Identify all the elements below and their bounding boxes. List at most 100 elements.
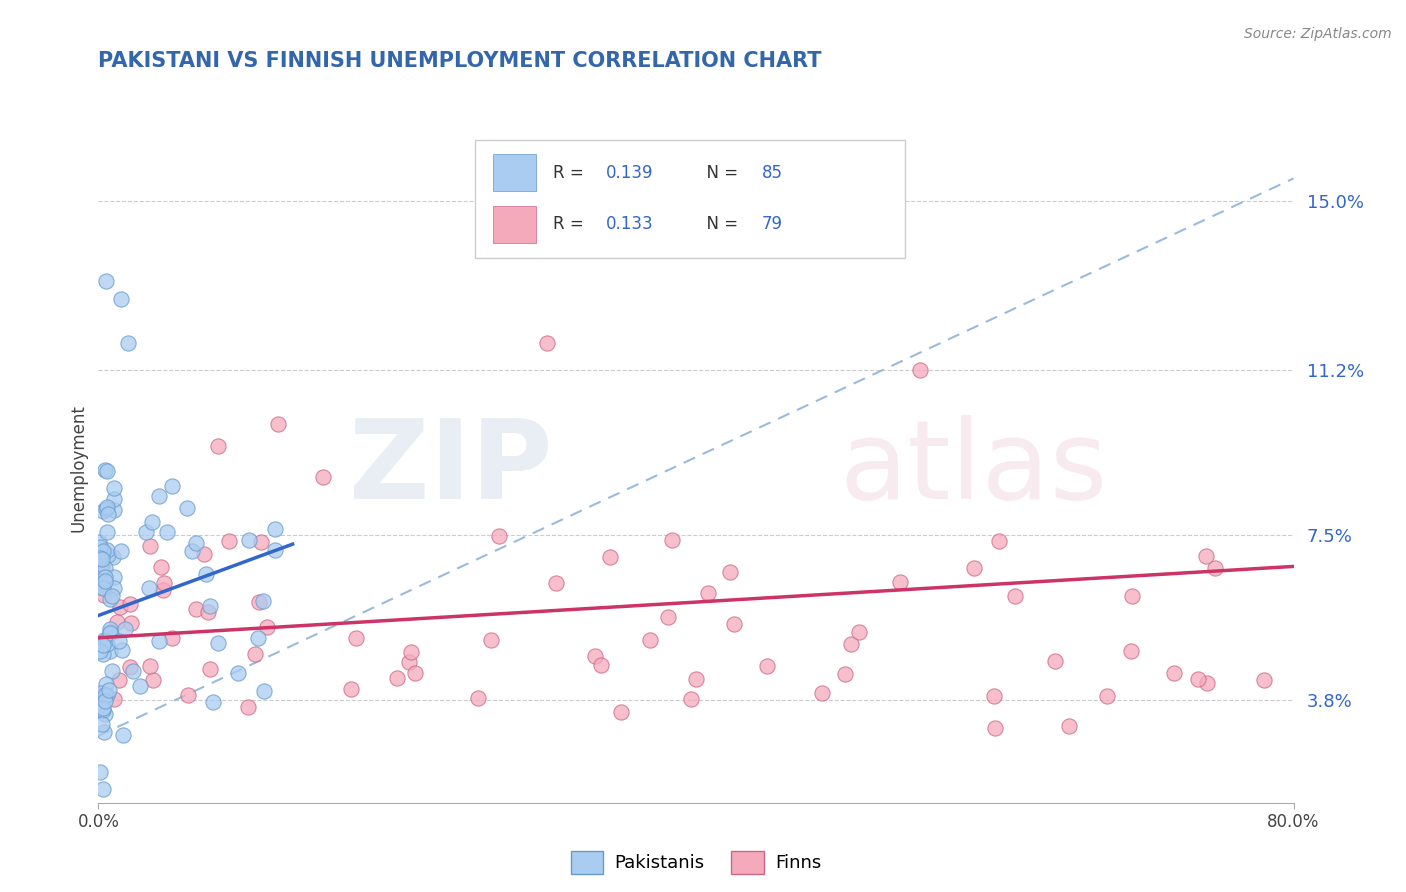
Point [479, 632, 502, 647]
Point [89, 764, 111, 779]
Point [1204, 561, 1226, 575]
Point [90, 688, 112, 702]
Point [120, 597, 142, 611]
Point [218, 534, 240, 549]
Point [91, 572, 114, 586]
Text: N =: N = [696, 215, 744, 233]
Point [638, 633, 661, 648]
Point [103, 481, 125, 495]
Point [89, 550, 111, 565]
Point [120, 615, 142, 630]
Point [98, 591, 121, 606]
Point [987, 533, 1010, 548]
Point [94, 689, 117, 703]
Point [243, 647, 266, 661]
Point [250, 535, 273, 549]
Point [236, 700, 259, 714]
FancyBboxPatch shape [475, 141, 905, 258]
Point [200, 662, 222, 676]
Point [385, 671, 409, 685]
Point [197, 605, 219, 619]
Point [90, 580, 112, 594]
Point [94, 462, 117, 476]
Point [963, 561, 986, 575]
Point [107, 615, 129, 630]
Point [101, 549, 124, 564]
Point [98, 683, 121, 698]
Point [148, 633, 170, 648]
Point [89, 541, 111, 555]
Point [96, 688, 118, 702]
Point [110, 292, 132, 306]
Point [93, 724, 115, 739]
Point [238, 533, 260, 547]
Point [311, 470, 333, 484]
Point [1195, 549, 1218, 564]
Point [141, 515, 163, 529]
Point [135, 524, 157, 539]
Point [152, 582, 174, 597]
Point [91, 503, 114, 517]
Point [108, 673, 131, 687]
Point [246, 632, 269, 646]
Point [661, 533, 683, 547]
Point [103, 491, 125, 506]
Point [138, 581, 160, 595]
Point [91, 581, 114, 595]
Text: 79: 79 [762, 215, 783, 233]
Point [150, 560, 173, 574]
Point [685, 673, 707, 687]
Point [94, 274, 117, 288]
Point [101, 590, 124, 604]
Point [252, 683, 274, 698]
Point [112, 728, 135, 742]
Point [1197, 675, 1219, 690]
Point [1253, 673, 1275, 688]
Point [94, 706, 117, 721]
Point [908, 363, 931, 377]
Point [176, 500, 198, 515]
Point [848, 625, 870, 640]
Point [96, 542, 118, 557]
Point [1043, 654, 1066, 668]
Point [96, 464, 118, 478]
Point [610, 705, 633, 719]
Point [93, 638, 115, 652]
Point [193, 547, 215, 561]
Point [91, 543, 114, 558]
Point [264, 522, 287, 536]
Point [264, 543, 287, 558]
Point [1163, 665, 1185, 680]
Point [108, 600, 131, 615]
Text: Source: ZipAtlas.com: Source: ZipAtlas.com [1244, 27, 1392, 41]
Point [195, 567, 218, 582]
Point [488, 529, 510, 543]
Point [139, 540, 162, 554]
Point [1097, 689, 1119, 703]
Point [94, 633, 117, 648]
Point [198, 599, 221, 613]
Point [1187, 673, 1209, 687]
Point [98, 623, 121, 637]
Point [94, 574, 117, 588]
Point [207, 439, 229, 453]
Point [718, 565, 741, 579]
Point [98, 626, 121, 640]
Point [599, 550, 621, 565]
Point [207, 636, 229, 650]
Point [91, 700, 114, 714]
Point [100, 643, 122, 657]
Point [839, 637, 862, 651]
Point [91, 782, 114, 797]
Point [249, 594, 271, 608]
Point [93, 703, 115, 717]
Point [201, 695, 224, 709]
Point [118, 660, 141, 674]
Y-axis label: Unemployment: Unemployment [69, 404, 87, 533]
Point [103, 503, 125, 517]
Point [398, 655, 420, 669]
Point [96, 524, 118, 539]
Point [1121, 589, 1143, 603]
Point [93, 633, 115, 648]
Point [96, 677, 118, 691]
